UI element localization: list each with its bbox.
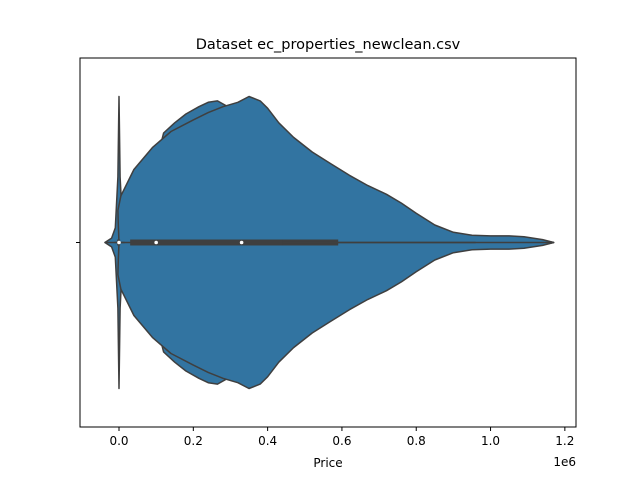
violin-median-point-3	[154, 240, 158, 245]
violin-median-point-1	[117, 240, 121, 245]
plot-layer	[104, 95, 555, 390]
x-axis-offset-label: 1e6	[553, 455, 576, 469]
x-tick-label: 0.4	[258, 434, 277, 448]
x-axis-label: Price	[313, 456, 342, 470]
x-axis: 0.0 0.2 0.4 0.6 0.8 1.0 1.2	[109, 427, 574, 448]
x-tick-label: 0.2	[184, 434, 203, 448]
violin-iqr-box-3	[130, 239, 283, 246]
chart-title: Dataset ec_properties_newclean.csv	[196, 37, 461, 53]
x-tick-label: 0.6	[332, 434, 351, 448]
x-tick-label: 1.0	[481, 434, 500, 448]
x-tick-label: 1.2	[555, 434, 574, 448]
x-tick-label: 0.8	[407, 434, 426, 448]
x-tick-label: 0.0	[109, 434, 128, 448]
violin-median-point-2	[239, 240, 244, 245]
